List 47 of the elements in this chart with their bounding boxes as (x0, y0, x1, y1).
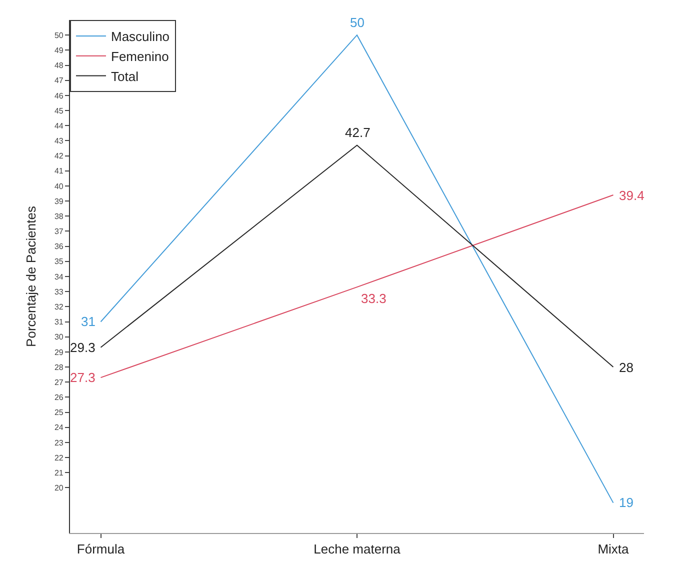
y-tick-label: 39 (54, 196, 64, 206)
y-tick-label: 33 (54, 287, 64, 296)
y-tick-label: 24 (54, 423, 64, 432)
y-tick-label: 42 (54, 152, 64, 161)
y-tick-label: 48 (54, 61, 64, 70)
y-tick-label: 44 (54, 121, 64, 130)
data-label: 31 (81, 314, 96, 329)
y-tick-label: 29 (54, 348, 64, 357)
y-tick-label: 50 (54, 30, 64, 40)
data-label: 42.7 (345, 125, 370, 140)
x-tick-label: Fórmula (76, 542, 126, 557)
y-tick-label: 32 (54, 302, 64, 312)
y-tick-label: 40 (54, 182, 64, 191)
legend-label: Masculino (111, 29, 170, 44)
legend-label: Total (111, 68, 139, 84)
data-label: 28 (619, 360, 634, 375)
y-tick-label: 36 (54, 242, 64, 252)
y-tick-label: 47 (54, 76, 64, 86)
y-tick-label: 46 (54, 91, 64, 100)
data-label: 33.3 (361, 291, 386, 306)
y-tick-label: 22 (54, 453, 64, 462)
legend-label: Femenino (111, 48, 169, 64)
y-axis-title: Porcentaje de Pacientes (23, 206, 38, 347)
y-tick-label: 28 (54, 362, 64, 372)
y-tick-label: 27 (54, 378, 64, 387)
y-tick-label: 20 (54, 484, 64, 493)
y-tick-label: 41 (54, 166, 64, 176)
y-tick-label: 21 (54, 468, 64, 478)
data-label: 39.4 (619, 188, 644, 203)
data-label: 19 (619, 495, 634, 510)
data-label: 29.3 (70, 340, 96, 355)
x-tick-label: Mixta (598, 542, 630, 557)
y-tick-label: 35 (54, 257, 64, 266)
y-tick-label: 23 (54, 438, 64, 448)
data-label: 50 (350, 15, 364, 30)
y-tick-label: 45 (54, 106, 64, 116)
y-tick-label: 38 (54, 212, 64, 221)
y-tick-label: 30 (54, 332, 64, 342)
x-tick-label: Leche materna (314, 542, 402, 557)
data-label: 27.3 (70, 370, 96, 385)
y-tick-label: 25 (54, 408, 64, 418)
y-tick-label: 34 (54, 272, 64, 282)
y-tick-label: 49 (54, 46, 64, 55)
y-tick-label: 31 (54, 318, 64, 327)
y-tick-label: 37 (54, 227, 64, 236)
y-tick-label: 26 (54, 393, 64, 402)
y-tick-label: 43 (54, 136, 64, 146)
